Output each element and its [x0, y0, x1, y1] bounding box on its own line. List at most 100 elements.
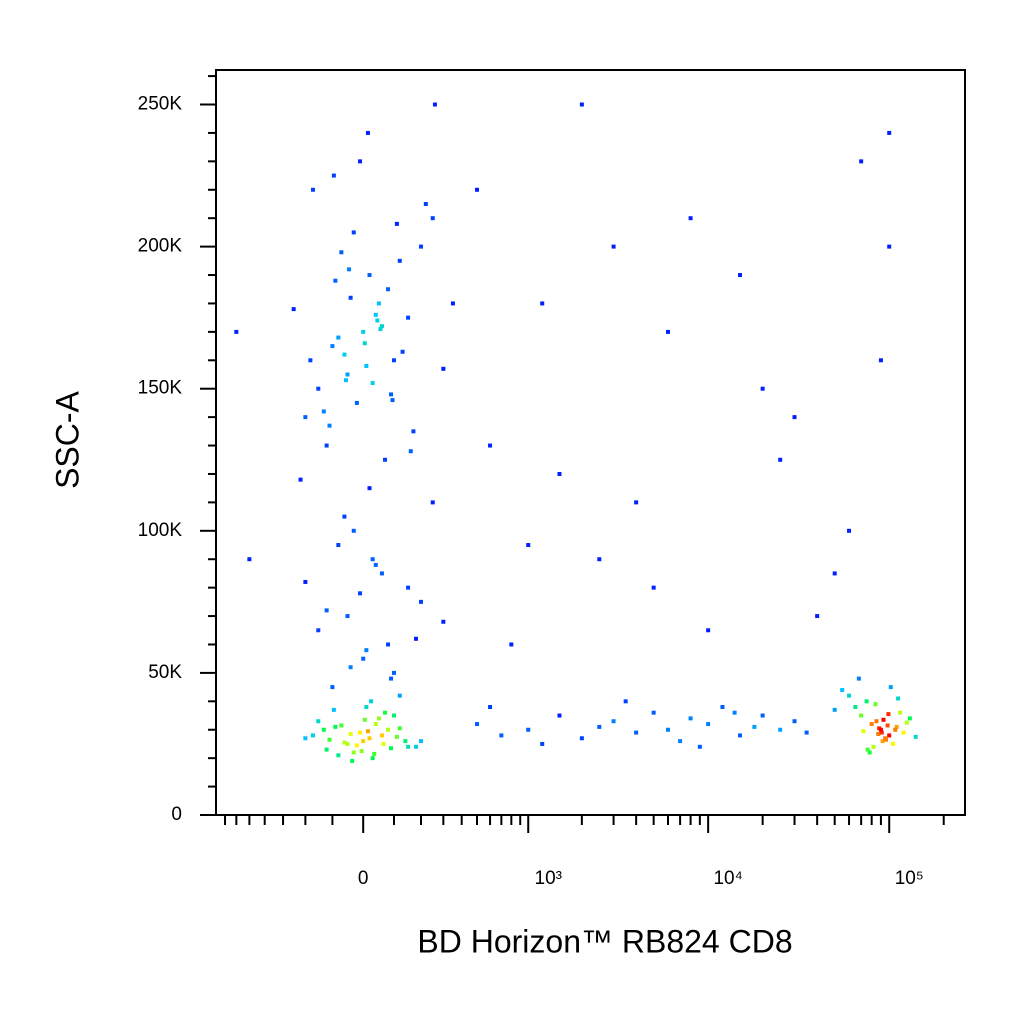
- point: [441, 619, 446, 624]
- point: [804, 730, 809, 735]
- point: [391, 713, 396, 718]
- point: [832, 571, 837, 576]
- point: [351, 750, 356, 755]
- point: [413, 744, 418, 749]
- point: [887, 244, 892, 249]
- point: [348, 295, 353, 300]
- point: [331, 707, 336, 712]
- point: [351, 230, 356, 235]
- point: [378, 327, 383, 332]
- point: [891, 741, 896, 746]
- point: [331, 173, 336, 178]
- point: [430, 500, 435, 505]
- point: [370, 381, 375, 386]
- point: [397, 693, 402, 698]
- point: [383, 710, 388, 715]
- point: [526, 727, 531, 732]
- point: [441, 366, 446, 371]
- point: [832, 707, 837, 712]
- point: [665, 727, 670, 732]
- point: [557, 713, 562, 718]
- point: [345, 372, 350, 377]
- point: [389, 392, 394, 397]
- point: [298, 477, 303, 482]
- point: [365, 729, 370, 734]
- point: [488, 443, 493, 448]
- point: [856, 676, 861, 681]
- point: [354, 743, 359, 748]
- point: [376, 301, 381, 306]
- point: [688, 716, 693, 721]
- point: [406, 315, 411, 320]
- point: [342, 352, 347, 357]
- point: [526, 543, 531, 548]
- point: [372, 751, 377, 756]
- x-tick-label: 0: [358, 868, 369, 889]
- point: [847, 693, 852, 698]
- point: [881, 717, 886, 722]
- x-tick-label: 10⁵: [895, 868, 924, 889]
- y-tick-label: 100K: [138, 520, 183, 541]
- point: [864, 699, 869, 704]
- point: [488, 705, 493, 710]
- point: [874, 719, 879, 724]
- y-tick-label: 0: [171, 804, 182, 825]
- point: [386, 642, 391, 647]
- point: [859, 713, 864, 718]
- point: [321, 409, 326, 414]
- point: [350, 759, 355, 764]
- point: [557, 471, 562, 476]
- point: [375, 318, 380, 323]
- point: [880, 739, 885, 744]
- point: [720, 705, 725, 710]
- point: [760, 713, 765, 718]
- point: [247, 557, 252, 562]
- point: [386, 287, 391, 292]
- point: [327, 737, 332, 742]
- point: [706, 628, 711, 633]
- point: [408, 449, 413, 454]
- point: [379, 571, 384, 576]
- x-axis-title: BD Horizon™ RB824 CD8: [417, 923, 792, 959]
- point: [907, 716, 912, 721]
- point: [364, 705, 369, 710]
- point: [419, 244, 424, 249]
- point: [336, 753, 341, 758]
- point: [913, 734, 918, 739]
- point: [651, 585, 656, 590]
- point: [853, 705, 858, 710]
- point: [778, 727, 783, 732]
- point: [738, 733, 743, 738]
- point: [579, 736, 584, 741]
- point: [316, 719, 321, 724]
- point: [234, 329, 239, 334]
- point: [358, 591, 363, 596]
- point: [362, 341, 367, 346]
- point: [894, 724, 899, 729]
- point: [403, 739, 408, 744]
- point: [450, 301, 455, 306]
- y-axis-title: SSC-A: [49, 390, 85, 488]
- x-tick-label: 10³: [535, 868, 562, 889]
- point: [432, 102, 437, 107]
- point: [885, 723, 890, 728]
- point: [394, 734, 399, 739]
- x-tick-label: 10⁴: [713, 868, 742, 889]
- point: [901, 730, 906, 735]
- point: [867, 750, 872, 755]
- point: [367, 736, 372, 741]
- point: [361, 329, 366, 334]
- point: [878, 358, 883, 363]
- point: [509, 642, 514, 647]
- point: [373, 562, 378, 567]
- point: [386, 727, 391, 732]
- point: [379, 324, 384, 329]
- point: [347, 267, 352, 272]
- point: [499, 733, 504, 738]
- point: [370, 756, 375, 761]
- point: [406, 744, 411, 749]
- point: [348, 732, 353, 737]
- point: [611, 719, 616, 724]
- point: [358, 159, 363, 164]
